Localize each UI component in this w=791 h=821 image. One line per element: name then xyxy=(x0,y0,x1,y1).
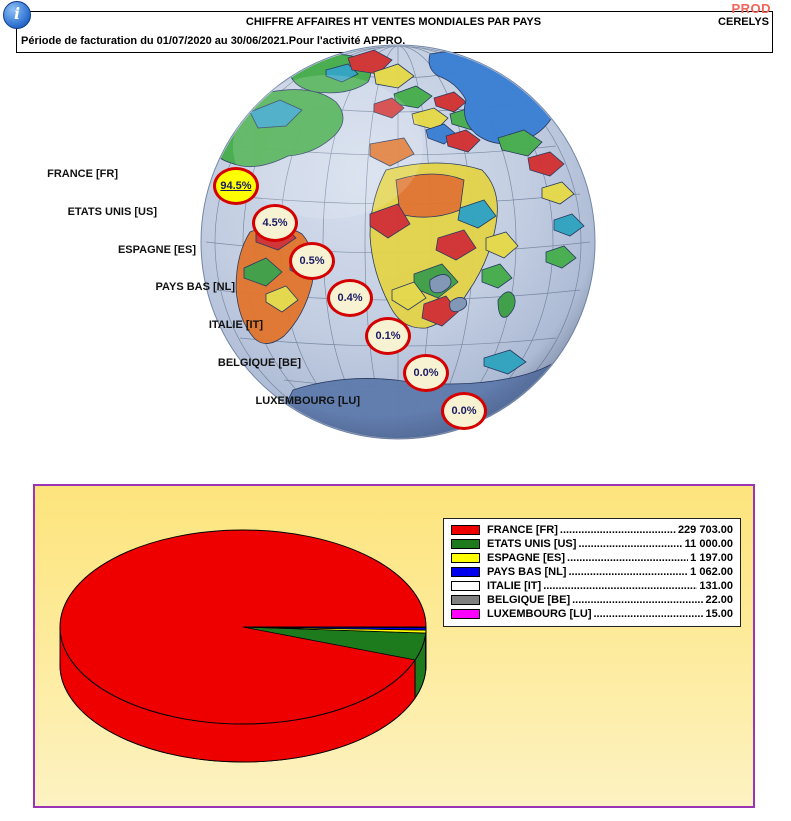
legend-row: LUXEMBOURG [LU].........................… xyxy=(451,607,733,621)
percent-value: 0.5% xyxy=(299,255,325,267)
legend-swatch xyxy=(451,609,480,619)
percent-bubble[interactable]: 94.5% xyxy=(213,167,259,205)
legend-label: LUXEMBOURG [LU] xyxy=(487,608,592,620)
legend-row: ESPAGNE [ES]............................… xyxy=(451,551,733,565)
legend-value: 131.00 xyxy=(699,580,733,592)
country-label: LUXEMBOURG [LU] xyxy=(255,395,361,407)
percent-bubble[interactable]: 0.0% xyxy=(403,354,449,392)
legend-label: BELGIQUE [BE] xyxy=(487,594,571,606)
globe-graphic xyxy=(200,44,596,440)
legend-label: FRANCE [FR] xyxy=(487,524,558,536)
percent-value: 4.5% xyxy=(262,217,288,229)
legend-swatch xyxy=(451,539,480,549)
percent-value: 0.0% xyxy=(413,367,439,379)
legend-leader-dots: ........................................… xyxy=(568,566,688,578)
percent-bubble[interactable]: 0.5% xyxy=(289,242,335,280)
legend-leader-dots: ........................................… xyxy=(572,594,704,606)
company-name: CERELYS xyxy=(718,16,769,28)
country-label: ESPAGNE [ES] xyxy=(117,244,196,256)
percent-bubble[interactable]: 0.0% xyxy=(441,392,487,430)
percent-value: 0.0% xyxy=(451,405,477,417)
pie-svg xyxy=(59,529,427,763)
country-label: ITALIE [IT] xyxy=(208,319,263,331)
legend-row: BELGIQUE [BE]...........................… xyxy=(451,593,733,607)
billing-period-subtitle: Période de facturation du 01/07/2020 au … xyxy=(21,35,406,47)
percent-value: 0.1% xyxy=(375,330,401,342)
legend-label: PAYS BAS [NL] xyxy=(487,566,567,578)
legend-value: 229 703.00 xyxy=(677,524,733,536)
legend-value: 11 000.00 xyxy=(684,538,733,550)
legend-label: ESPAGNE [ES] xyxy=(487,552,566,564)
country-label: BELGIQUE [BE] xyxy=(217,357,301,369)
legend-swatch xyxy=(451,595,480,605)
legend-value: 1 062.00 xyxy=(690,566,733,578)
percent-bubble[interactable]: 4.5% xyxy=(252,204,298,242)
legend-swatch xyxy=(451,567,480,577)
legend-row: PAYS BAS [NL]...........................… xyxy=(451,565,733,579)
legend-swatch xyxy=(451,553,480,563)
legend-row: ITALIE [IT].............................… xyxy=(451,579,733,593)
legend-label: ITALIE [IT] xyxy=(487,580,542,592)
country-label: ETATS UNIS [US] xyxy=(67,206,157,218)
country-label: PAYS BAS [NL] xyxy=(155,281,235,293)
pie-panel: FRANCE [FR].............................… xyxy=(33,484,755,808)
legend-value: 1 197.00 xyxy=(690,552,733,564)
legend-leader-dots: ........................................… xyxy=(578,538,683,550)
legend-leader-dots: ........................................… xyxy=(593,608,704,620)
legend-row: ETATS UNIS [US].........................… xyxy=(451,537,733,551)
info-icon[interactable]: i xyxy=(3,1,31,29)
legend-swatch xyxy=(451,525,480,535)
legend-label: ETATS UNIS [US] xyxy=(487,538,577,550)
legend-value: 22.00 xyxy=(705,594,733,606)
legend-leader-dots: ........................................… xyxy=(543,580,697,592)
page-title: CHIFFRE AFFAIRES HT VENTES MONDIALES PAR… xyxy=(245,16,542,28)
percent-value: 94.5% xyxy=(220,180,252,192)
percent-bubble[interactable]: 0.1% xyxy=(365,317,411,355)
legend-value: 15.00 xyxy=(705,608,733,620)
environment-badge: PROD xyxy=(731,1,771,16)
legend-row: FRANCE [FR].............................… xyxy=(451,523,733,537)
globe-chart: FRANCE [FR] 94.5% ETATS UNIS [US] 4.5% ESPAG… xyxy=(47,44,596,440)
percent-value: 0.4% xyxy=(337,292,363,304)
legend-swatch xyxy=(451,581,480,591)
percent-bubble[interactable]: 0.4% xyxy=(327,279,373,317)
country-label: FRANCE [FR] xyxy=(47,168,118,180)
legend-leader-dots: ........................................… xyxy=(567,552,688,564)
pie-legend: FRANCE [FR].............................… xyxy=(443,518,741,627)
legend-leader-dots: ........................................… xyxy=(559,524,676,536)
